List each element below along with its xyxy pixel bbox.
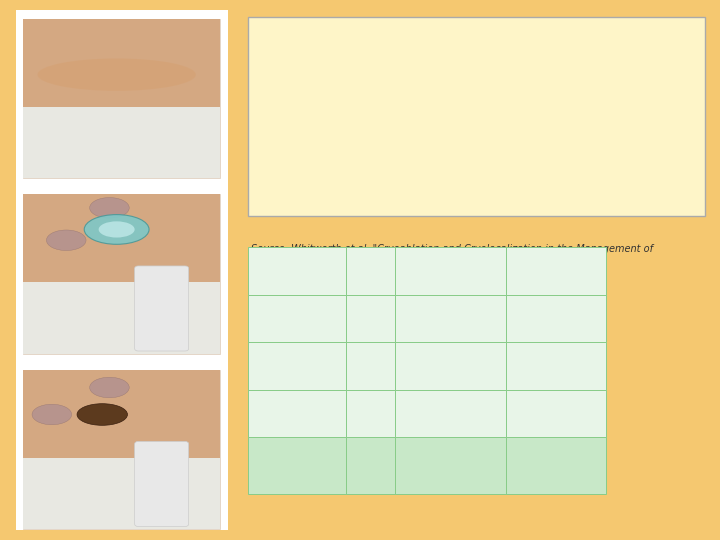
FancyBboxPatch shape (395, 390, 506, 437)
Ellipse shape (99, 221, 135, 238)
FancyBboxPatch shape (23, 370, 220, 457)
FancyBboxPatch shape (16, 10, 228, 530)
Text: 91: 91 (548, 407, 564, 420)
Text: and durable: and durable (261, 57, 355, 71)
Text: N/R: N/R (544, 312, 567, 325)
FancyBboxPatch shape (248, 342, 346, 390)
Text: The American Society of Breast Surgeons, 2005: The American Society of Breast Surgeons,… (264, 28, 531, 38)
Ellipse shape (77, 404, 127, 426)
FancyBboxPatch shape (23, 106, 220, 178)
FancyBboxPatch shape (248, 247, 346, 295)
FancyBboxPatch shape (23, 194, 220, 282)
Text: 73: 73 (442, 312, 459, 325)
Ellipse shape (84, 214, 149, 244)
Text: Kaufman et al.: Kaufman et al. (251, 407, 343, 420)
FancyBboxPatch shape (346, 247, 395, 295)
Text: 310: 310 (359, 265, 382, 278)
FancyBboxPatch shape (395, 247, 506, 295)
FancyBboxPatch shape (506, 247, 606, 295)
FancyBboxPatch shape (506, 437, 606, 494)
FancyBboxPatch shape (395, 437, 506, 494)
Text: Edwards et al.: Edwards et al. (253, 265, 341, 278)
FancyBboxPatch shape (23, 370, 220, 529)
Text: 97: 97 (442, 265, 459, 278)
Text: % Volume Reduction
@ 12 Months: % Volume Reduction @ 12 Months (386, 452, 515, 480)
Text: 89: 89 (442, 407, 459, 420)
FancyBboxPatch shape (248, 437, 346, 494)
Text: 91: 91 (443, 360, 458, 373)
FancyBboxPatch shape (395, 342, 506, 390)
FancyBboxPatch shape (23, 19, 220, 106)
FancyBboxPatch shape (248, 390, 346, 437)
FancyBboxPatch shape (23, 194, 220, 354)
Text: and demonstrate the: and demonstrate the (261, 82, 397, 95)
Text: 124: 124 (359, 360, 382, 373)
Ellipse shape (32, 404, 71, 425)
Text: 70: 70 (362, 407, 378, 420)
Text: .: . (305, 135, 310, 149)
Text: N: N (365, 459, 375, 472)
Text: Results of cryoablation have been followed out to 4 years: Results of cryoablation have been follow… (261, 104, 622, 117)
FancyBboxPatch shape (248, 17, 705, 216)
Ellipse shape (89, 377, 130, 398)
FancyBboxPatch shape (23, 19, 220, 178)
Text: “Several multi-institutional trials have demonstrated: “Several multi-institutional trials have… (261, 206, 591, 219)
FancyBboxPatch shape (248, 295, 346, 342)
Text: procedure to be safe, efficacious,: procedure to be safe, efficacious, (363, 82, 626, 96)
Text: cryoablation to be a successful option for the: cryoablation to be a successful option f… (261, 185, 618, 199)
Text: Littrup et al.: Littrup et al. (258, 312, 336, 325)
Text: . ”: . ” (328, 57, 342, 70)
Text: Patient
Satisfaction (%): Patient Satisfaction (%) (506, 452, 606, 480)
FancyBboxPatch shape (135, 442, 189, 526)
FancyBboxPatch shape (506, 390, 606, 437)
Ellipse shape (89, 198, 130, 218)
FancyBboxPatch shape (23, 457, 220, 529)
Ellipse shape (46, 230, 86, 251)
FancyBboxPatch shape (346, 295, 395, 342)
FancyBboxPatch shape (23, 282, 220, 354)
Text: Caleffi et al.: Caleffi et al. (259, 360, 335, 373)
FancyBboxPatch shape (506, 295, 606, 342)
Text: 42: 42 (362, 312, 378, 325)
Text: excision: excision (261, 135, 325, 149)
FancyBboxPatch shape (346, 342, 395, 390)
FancyBboxPatch shape (346, 437, 395, 494)
Text: 100: 100 (544, 265, 568, 278)
FancyBboxPatch shape (395, 295, 506, 342)
FancyBboxPatch shape (135, 266, 189, 351)
FancyBboxPatch shape (506, 342, 606, 390)
Ellipse shape (37, 58, 196, 91)
FancyBboxPatch shape (346, 390, 395, 437)
Text: 92: 92 (548, 360, 564, 373)
Text: Source: Whitworth et al. "Cryoablation and Cryolocalization in the Management of: Source: Whitworth et al. "Cryoablation a… (251, 244, 652, 266)
Text: resolution of fibroadenomas without surgical: resolution of fibroadenomas without surg… (261, 160, 615, 174)
